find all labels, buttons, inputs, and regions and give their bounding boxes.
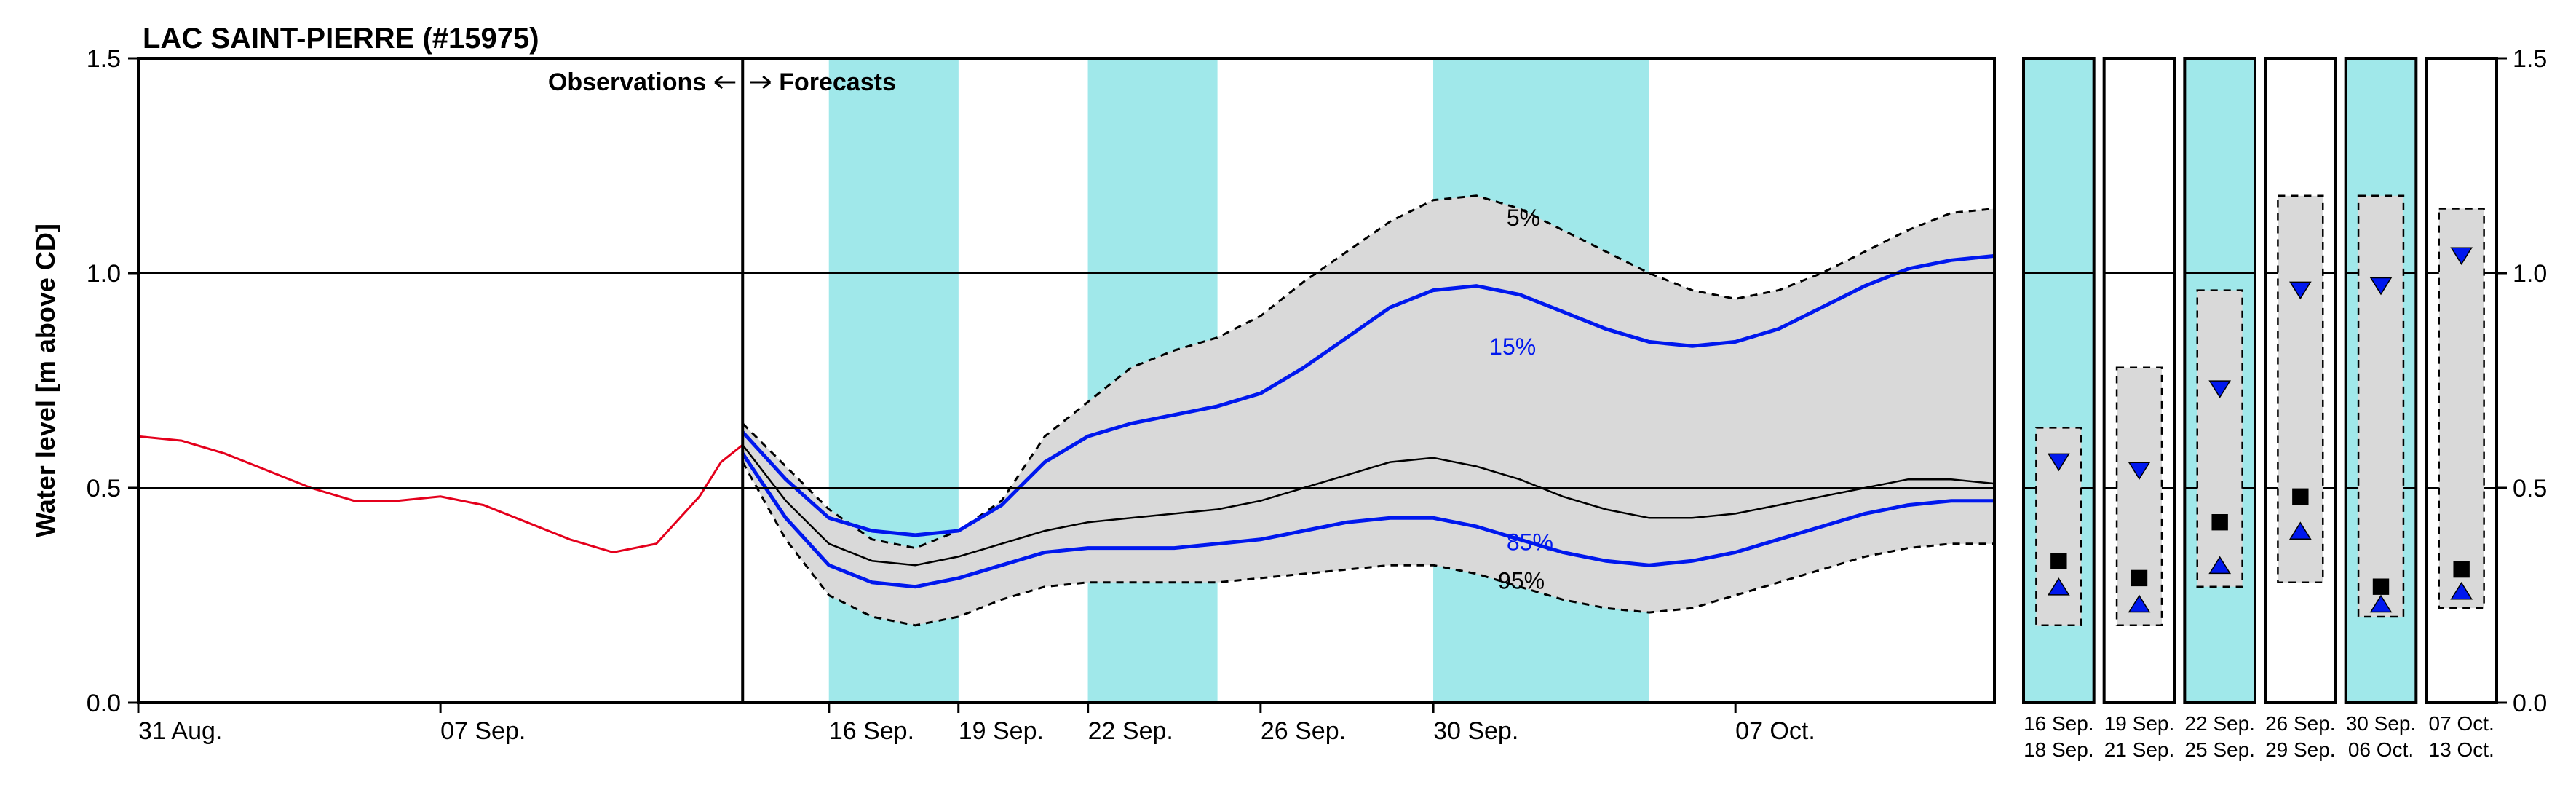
xtick-label: 22 Sep. (1088, 717, 1173, 745)
ytick-label-right: 0.0 (2513, 690, 2547, 717)
panel-box (2439, 209, 2484, 609)
pct-label-85: 85% (1507, 529, 1553, 556)
panel-label-top: 26 Sep. (2265, 712, 2336, 735)
observations-label: Observations (548, 68, 706, 96)
panel-label-bot: 25 Sep. (2184, 738, 2255, 761)
panel-box (2197, 291, 2243, 587)
pct-label-5: 5% (1507, 205, 1540, 231)
square-icon (2050, 553, 2066, 569)
ytick-label-right: 0.5 (2513, 475, 2547, 502)
pct-label-15: 15% (1489, 334, 1536, 360)
forecasts-label: Forecasts (779, 68, 896, 96)
xtick-label: 19 Sep. (959, 717, 1044, 745)
xtick-label: 31 Aug. (138, 717, 222, 745)
panel-label-bot: 18 Sep. (2024, 738, 2094, 761)
panel-box (2117, 368, 2162, 626)
y-axis-label: Water level [m above CD] (31, 224, 60, 537)
xtick-label: 26 Sep. (1261, 717, 1346, 745)
square-icon (2131, 570, 2147, 586)
ytick-label-right: 1.5 (2513, 45, 2547, 73)
ytick-label: 0.5 (87, 475, 121, 502)
panel-label-top: 07 Oct. (2429, 712, 2494, 735)
square-icon (2453, 561, 2469, 577)
panel-label-top: 30 Sep. (2346, 712, 2417, 735)
chart-title: LAC SAINT-PIERRE (#15975) (143, 23, 539, 55)
panel-label-bot: 13 Oct. (2429, 738, 2494, 761)
panel-label-bot: 06 Oct. (2348, 738, 2414, 761)
ytick-label: 1.0 (87, 260, 121, 288)
ytick-label: 0.0 (87, 690, 121, 717)
square-icon (2373, 579, 2389, 595)
square-icon (2292, 489, 2308, 505)
panel-label-bot: 21 Sep. (2104, 738, 2175, 761)
pct-label-95: 95% (1498, 568, 1545, 594)
ytick-label: 1.5 (87, 45, 121, 73)
panel-label-top: 22 Sep. (2184, 712, 2255, 735)
ytick-label-right: 1.0 (2513, 260, 2547, 288)
chart-svg: 0.0 0.5 1.0 1.5 31 Aug. 07 Sep. 16 Sep. 19 Sep.… (15, 15, 2576, 786)
xtick-label: 16 Sep. (829, 717, 914, 745)
panel-label-bot: 29 Sep. (2265, 738, 2336, 761)
square-icon (2211, 514, 2227, 530)
xtick-label: 30 Sep. (1433, 717, 1518, 745)
xtick-label: 07 Oct. (1735, 717, 1815, 745)
xtick-label: 07 Sep. (440, 717, 526, 745)
chart-root: 0.0 0.5 1.0 1.5 31 Aug. 07 Sep. 16 Sep. 19 Sep.… (15, 15, 2576, 786)
panel-label-top: 16 Sep. (2024, 712, 2094, 735)
panel-box (2358, 196, 2403, 617)
panel-label-top: 19 Sep. (2104, 712, 2175, 735)
